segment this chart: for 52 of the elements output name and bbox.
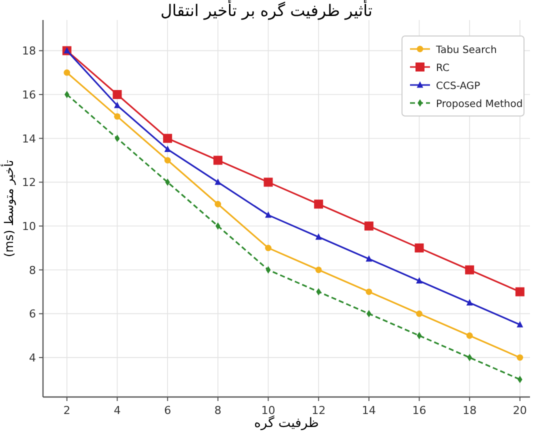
x-tick-label: 2 — [63, 404, 70, 417]
legend-label: Tabu Search — [435, 45, 497, 56]
point — [516, 354, 524, 361]
x-tick-label: 18 — [462, 404, 477, 417]
x-tick-label: 16 — [412, 404, 426, 417]
point — [466, 299, 473, 306]
y-tick-label: 14 — [22, 132, 36, 146]
point — [265, 244, 272, 252]
y-tick-label: 16 — [22, 88, 36, 102]
x-tick-label: 12 — [312, 404, 326, 417]
point — [112, 90, 122, 100]
point — [114, 113, 120, 120]
legend-label: RC — [436, 63, 450, 74]
point — [314, 200, 324, 209]
y-tick-label: 4 — [29, 352, 36, 365]
x-tick-label: 6 — [164, 404, 172, 417]
point — [264, 178, 273, 187]
point — [516, 320, 524, 328]
point — [515, 287, 524, 296]
y-tick-label: 18 — [22, 44, 36, 58]
point — [364, 222, 374, 231]
y-tick-label: 6 — [29, 308, 36, 321]
point — [416, 310, 422, 317]
point — [366, 255, 372, 262]
y-tick-label: 8 — [29, 264, 36, 277]
point — [465, 265, 474, 274]
x-axis-title: ظرفیت گره — [254, 415, 319, 431]
point — [265, 211, 272, 218]
point — [214, 178, 222, 185]
point — [416, 277, 422, 284]
y-axis-title: تأخیر متوسط (ms) — [0, 160, 16, 258]
x-tick-label: 10 — [261, 404, 276, 417]
point — [213, 156, 222, 165]
x-tick-label: 14 — [362, 404, 376, 417]
point — [315, 233, 322, 240]
legend-label: Proposed Method — [436, 99, 523, 110]
y-tick-label: 10 — [22, 220, 36, 234]
point — [164, 146, 171, 152]
point — [164, 157, 171, 164]
point — [466, 332, 473, 339]
point — [366, 288, 372, 295]
point — [414, 243, 424, 252]
x-tick-label: 4 — [114, 404, 121, 417]
point — [163, 134, 172, 143]
x-tick-label: 20 — [512, 404, 527, 417]
point — [315, 266, 322, 274]
point — [64, 69, 70, 76]
point — [214, 200, 222, 208]
x-tick-label: 8 — [214, 404, 222, 417]
y-tick-label: 12 — [22, 176, 36, 190]
legend-label: CCS-AGP — [436, 81, 480, 92]
point — [114, 102, 120, 108]
